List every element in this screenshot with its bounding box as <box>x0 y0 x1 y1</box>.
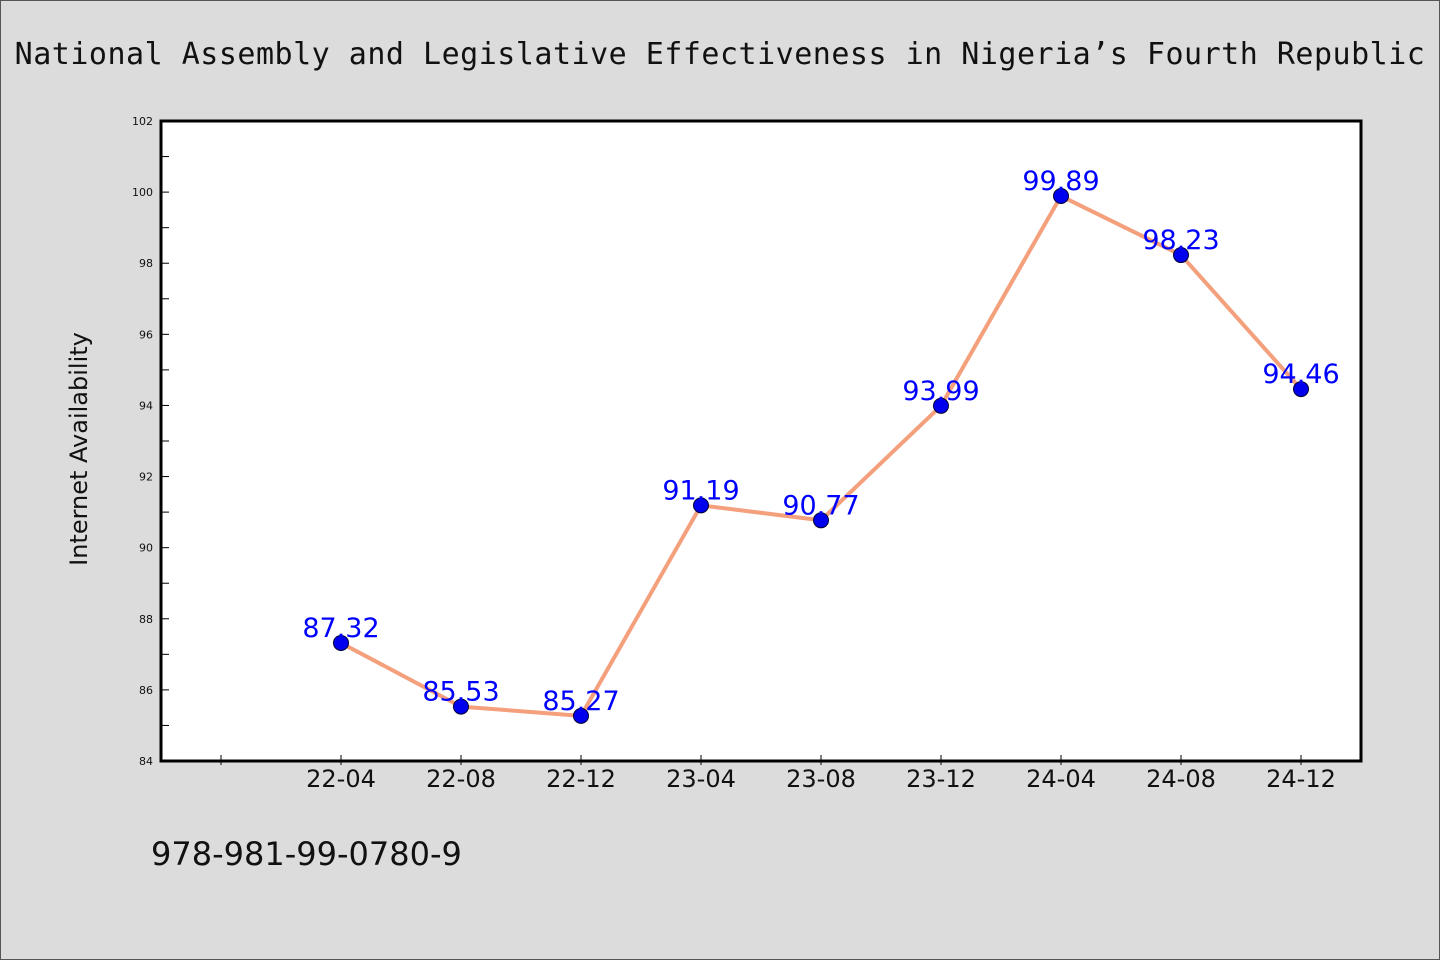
data-point <box>813 512 829 529</box>
x-tick-label: 23-12 <box>906 765 976 793</box>
y-tick-label: 88 <box>139 613 153 626</box>
x-tick-label: 24-12 <box>1266 765 1336 793</box>
data-point <box>1293 381 1309 398</box>
data-point <box>933 397 949 414</box>
x-tick-label: 22-12 <box>546 765 616 793</box>
plot-frame <box>159 119 1363 763</box>
y-tick-label: 92 <box>139 471 153 484</box>
y-tick-label: 84 <box>139 755 153 768</box>
data-label: 98.23 <box>1142 225 1219 256</box>
y-tick-label: 90 <box>139 542 153 555</box>
data-point <box>1173 247 1189 264</box>
data-label: 91.19 <box>662 475 739 506</box>
y-tick-label: 94 <box>139 399 153 412</box>
data-label: 90.77 <box>782 490 859 521</box>
x-tick-label: 22-08 <box>426 765 496 793</box>
x-tick-label: 23-04 <box>666 765 736 793</box>
data-point <box>573 707 589 724</box>
data-label: 87.32 <box>302 613 379 644</box>
plot-area <box>161 121 1361 761</box>
data-point <box>1053 188 1069 205</box>
x-tick-label: 24-04 <box>1026 765 1096 793</box>
y-axis-label: Internet Availability <box>65 332 93 566</box>
y-tick-label: 86 <box>139 684 153 697</box>
y-tick-label: 98 <box>139 257 153 270</box>
data-label: 85.27 <box>542 686 619 717</box>
data-point <box>333 634 349 651</box>
data-label: 99.89 <box>1022 166 1099 197</box>
chart-title: National Assembly and Legislative Effect… <box>14 37 1426 72</box>
footer-code: 978-981-99-0780-9 <box>151 835 462 873</box>
data-point <box>453 698 469 715</box>
x-tick-label: 23-08 <box>786 765 856 793</box>
y-tick-label: 100 <box>132 186 153 199</box>
y-tick-label: 96 <box>139 328 153 341</box>
x-tick-label: 24-08 <box>1146 765 1216 793</box>
x-tick-label: 22-04 <box>306 765 376 793</box>
data-label: 94.46 <box>1262 359 1339 390</box>
data-label: 85.53 <box>422 677 499 708</box>
y-tick-label: 102 <box>132 115 153 128</box>
data-label: 93.99 <box>902 376 979 407</box>
data-point <box>693 497 709 514</box>
